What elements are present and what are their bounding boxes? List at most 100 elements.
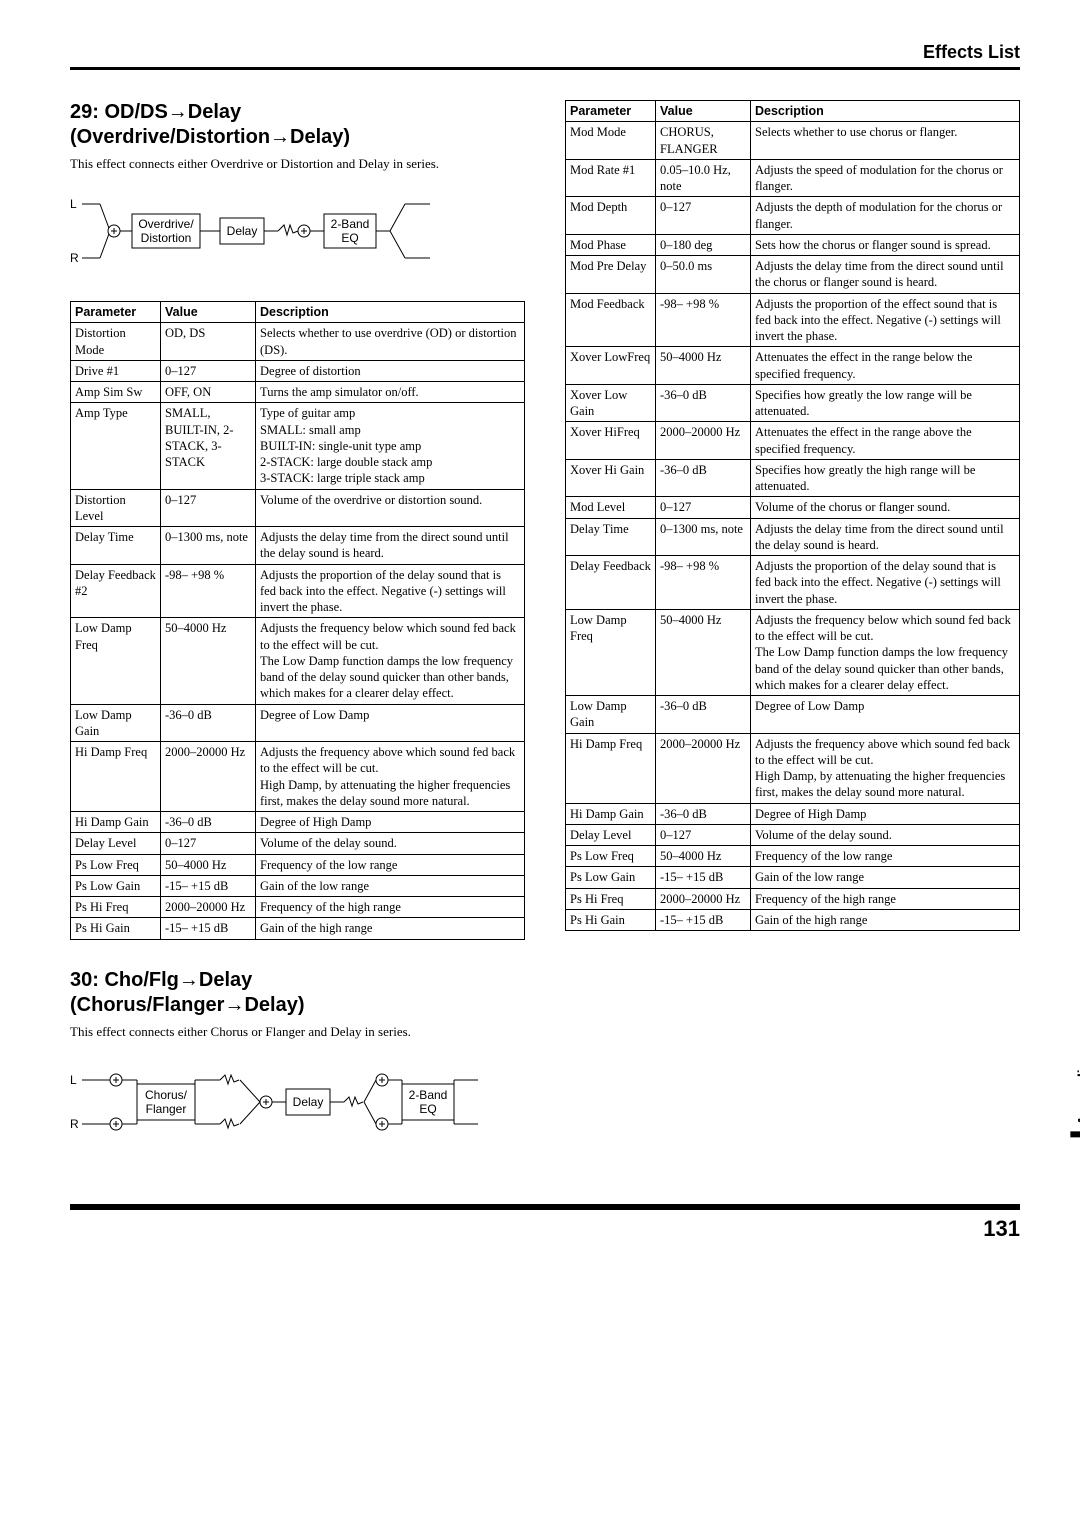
section-29-title: 29: OD/DS→Delay (Overdrive/Distortion→De… xyxy=(70,100,525,150)
table-cell: 0–127 xyxy=(656,497,751,518)
table-cell: -15– +15 dB xyxy=(161,918,256,939)
table-cell: -15– +15 dB xyxy=(161,875,256,896)
header-title: Effects List xyxy=(70,40,1020,70)
table-cell: Gain of the low range xyxy=(256,875,525,896)
table-cell: 0–127 xyxy=(656,824,751,845)
table-cell: Mod Level xyxy=(566,497,656,518)
table-cell: 0–127 xyxy=(161,833,256,854)
table-cell: Xover Hi Gain xyxy=(566,459,656,497)
section-29-table: Parameter Value Description Distortion M… xyxy=(70,301,525,940)
table-cell: 0–127 xyxy=(161,360,256,381)
svg-text:EQ: EQ xyxy=(419,1102,436,1116)
section-30-diagram: L R Chorus/ Flanger xyxy=(70,1054,525,1154)
table-cell: Drive #1 xyxy=(71,360,161,381)
table-cell: 2000–20000 Hz xyxy=(656,422,751,460)
page-number: 131 xyxy=(70,1216,1020,1242)
right-column: Parameter Value Description Mod ModeCHOR… xyxy=(565,100,1020,931)
svg-text:Flanger: Flanger xyxy=(146,1102,187,1116)
section-30-title: 30: Cho/Flg→Delay (Chorus/Flanger→Delay) xyxy=(70,968,525,1018)
side-tab: Appendices xyxy=(1070,1040,1080,1137)
table-cell: 0–50.0 ms xyxy=(656,256,751,294)
table-cell: Delay Level xyxy=(71,833,161,854)
table-cell: Ps Low Gain xyxy=(71,875,161,896)
svg-text:Delay: Delay xyxy=(293,1095,324,1109)
table-cell: -15– +15 dB xyxy=(656,867,751,888)
table-cell: Specifies how greatly the high range wil… xyxy=(751,459,1020,497)
table-cell: Attenuates the effect in the range below… xyxy=(751,347,1020,385)
table-cell: Delay Feedback xyxy=(566,556,656,610)
table-cell: 0.05–10.0 Hz, note xyxy=(656,159,751,197)
table-cell: Xover Low Gain xyxy=(566,384,656,422)
table-cell: Delay Level xyxy=(566,824,656,845)
table-cell: -36–0 dB xyxy=(656,803,751,824)
svg-text:Overdrive/: Overdrive/ xyxy=(138,217,194,231)
table-cell: 50–4000 Hz xyxy=(656,609,751,695)
table-cell: Mod Pre Delay xyxy=(566,256,656,294)
svg-text:L: L xyxy=(70,197,77,211)
svg-text:2-Band: 2-Band xyxy=(409,1088,448,1102)
table-cell: Xover LowFreq xyxy=(566,347,656,385)
table-cell: -98– +98 % xyxy=(161,564,256,618)
table-cell: Low Damp Freq xyxy=(71,618,161,704)
table-cell: Adjusts the proportion of the delay soun… xyxy=(256,564,525,618)
table-cell: Adjusts the delay time from the direct s… xyxy=(751,256,1020,294)
table-cell: Ps Low Gain xyxy=(566,867,656,888)
table-cell: Volume of the delay sound. xyxy=(256,833,525,854)
table-cell: Amp Type xyxy=(71,403,161,489)
table-cell: Adjusts the delay time from the direct s… xyxy=(751,518,1020,556)
table-cell: Adjusts the frequency below which sound … xyxy=(256,618,525,704)
svg-text:R: R xyxy=(70,1117,79,1131)
table-cell: Mod Phase xyxy=(566,234,656,255)
table-cell: 50–4000 Hz xyxy=(161,854,256,875)
table-cell: Delay Time xyxy=(71,527,161,565)
footer-rule xyxy=(70,1204,1020,1210)
table-cell: Type of guitar amp SMALL: small amp BUIL… xyxy=(256,403,525,489)
table-cell: Gain of the high range xyxy=(751,909,1020,930)
table-cell: Degree of Low Damp xyxy=(751,696,1020,734)
table-cell: Mod Feedback xyxy=(566,293,656,347)
table-cell: 0–1300 ms, note xyxy=(161,527,256,565)
svg-text:EQ: EQ xyxy=(341,231,358,245)
table-cell: Degree of distortion xyxy=(256,360,525,381)
header: Effects List xyxy=(70,40,1020,70)
table-cell: Adjusts the frequency below which sound … xyxy=(751,609,1020,695)
table-cell: Volume of the delay sound. xyxy=(751,824,1020,845)
table-cell: -36–0 dB xyxy=(161,704,256,742)
table-cell: Mod Depth xyxy=(566,197,656,235)
table-cell: Adjusts the frequency above which sound … xyxy=(751,733,1020,803)
svg-text:Delay: Delay xyxy=(227,224,258,238)
table-cell: Adjusts the proportion of the effect sou… xyxy=(751,293,1020,347)
table-cell: Degree of High Damp xyxy=(256,812,525,833)
table-cell: Degree of High Damp xyxy=(751,803,1020,824)
table-cell: Adjusts the proportion of the delay soun… xyxy=(751,556,1020,610)
table-cell: Turns the amp simulator on/off. xyxy=(256,382,525,403)
table-cell: Hi Damp Freq xyxy=(71,742,161,812)
table-cell: Ps Hi Gain xyxy=(566,909,656,930)
table-cell: Specifies how greatly the low range will… xyxy=(751,384,1020,422)
table-cell: Delay Time xyxy=(566,518,656,556)
table-cell: Selects whether to use overdrive (OD) or… xyxy=(256,323,525,361)
table-cell: -36–0 dB xyxy=(656,459,751,497)
table-cell: Frequency of the low range xyxy=(751,846,1020,867)
table-cell: -98– +98 % xyxy=(656,293,751,347)
table-cell: Adjusts the frequency above which sound … xyxy=(256,742,525,812)
table-cell: Ps Low Freq xyxy=(566,846,656,867)
table-cell: SMALL, BUILT-IN, 2-STACK, 3-STACK xyxy=(161,403,256,489)
left-column: 29: OD/DS→Delay (Overdrive/Distortion→De… xyxy=(70,100,525,1174)
svg-text:Chorus/: Chorus/ xyxy=(145,1088,188,1102)
table-cell: Gain of the low range xyxy=(751,867,1020,888)
table-cell: Low Damp Freq xyxy=(566,609,656,695)
table-cell: Ps Low Freq xyxy=(71,854,161,875)
table-cell: 50–4000 Hz xyxy=(161,618,256,704)
table-cell: Degree of Low Damp xyxy=(256,704,525,742)
table-cell: Selects whether to use chorus or flanger… xyxy=(751,122,1020,160)
section-29-intro: This effect connects either Overdrive or… xyxy=(70,156,525,172)
table-cell: Low Damp Gain xyxy=(71,704,161,742)
table-cell: OD, DS xyxy=(161,323,256,361)
section-29-diagram: L R Overdrive/ Distortion Delay xyxy=(70,186,525,281)
table-cell: Delay Feedback #2 xyxy=(71,564,161,618)
table-cell: Frequency of the low range xyxy=(256,854,525,875)
table-cell: Hi Damp Gain xyxy=(566,803,656,824)
table-cell: Attenuates the effect in the range above… xyxy=(751,422,1020,460)
table-cell: 2000–20000 Hz xyxy=(656,888,751,909)
